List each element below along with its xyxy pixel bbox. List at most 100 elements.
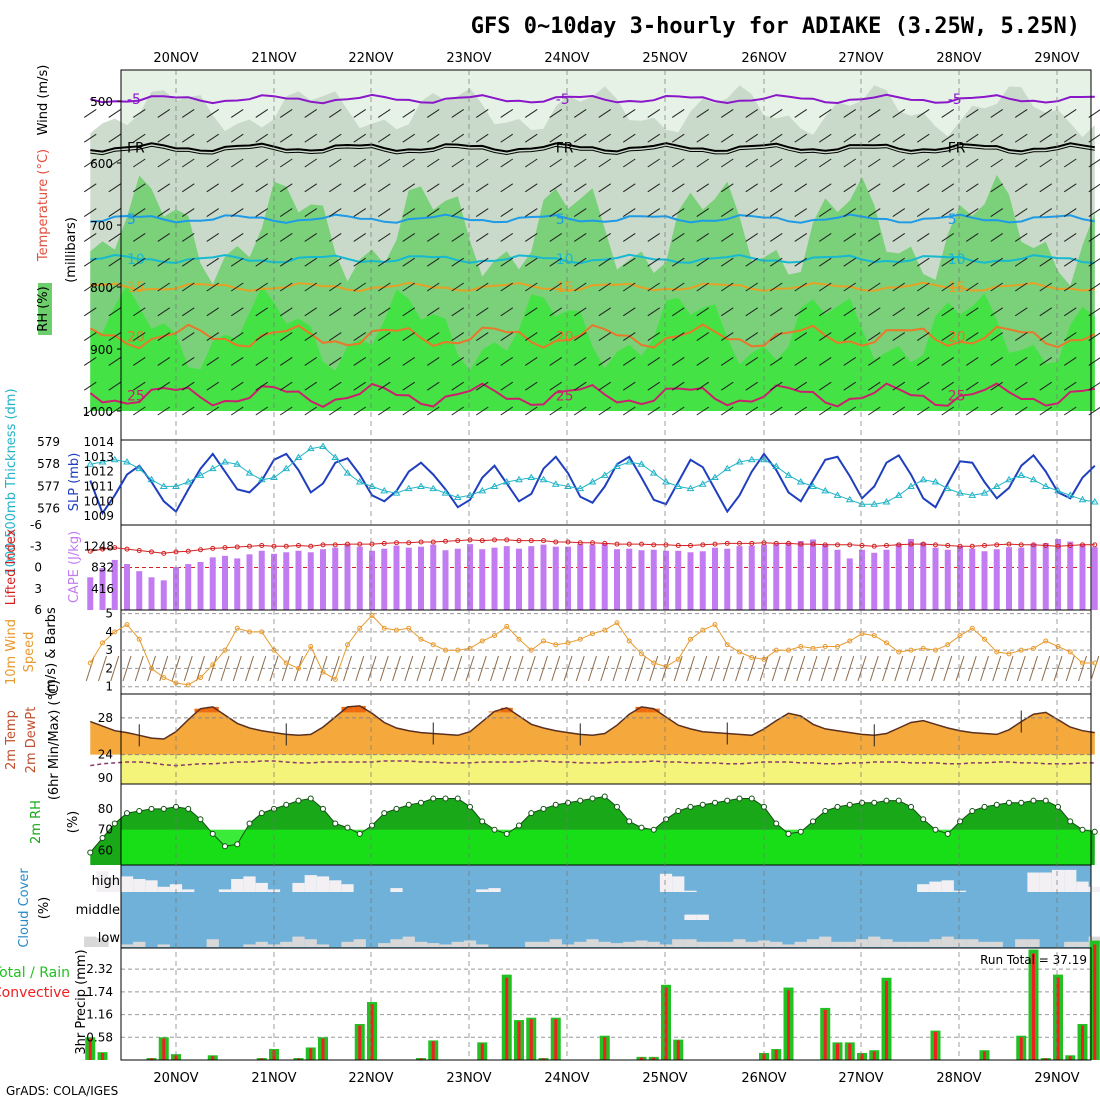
cloud-bar [1076,941,1089,947]
rh-swatch [38,283,52,335]
wind-barb [867,282,881,292]
wind-point [149,665,154,671]
wind-barb [916,232,930,242]
rh-point [822,808,829,814]
rh-point [785,830,792,837]
convective-bar [554,1019,558,1060]
top-date-label: 29NOV [1034,51,1079,66]
thickness-point [1078,495,1087,503]
wind-barb [475,332,489,342]
wind-barb [598,406,612,416]
wind-point [737,649,742,655]
convective-bar [1032,953,1035,1060]
wind-tick: 3 [105,643,113,657]
wind-barb [1014,133,1028,143]
wind-barb [1063,406,1077,416]
wind-barb [745,232,759,242]
precip-frame [120,947,1092,1061]
cape-bar [895,543,902,610]
convective-bar [321,1038,325,1060]
wind-barb [500,406,514,416]
wind-barb [549,381,563,391]
wind-barb [818,307,832,317]
rh-point [356,830,363,837]
wind-barb [475,158,489,168]
wind-barb [255,133,269,143]
wind-barb [304,158,318,168]
cloud-bar [1064,941,1077,947]
wind-point [381,625,387,631]
wind-barb [255,108,269,118]
cloud-bar [476,944,489,947]
li-point [565,539,571,545]
wind-point [455,647,461,653]
wind-barb [647,356,661,366]
wind-barb [451,282,465,292]
wind-barb [671,183,685,193]
cape-bar [369,550,375,610]
wind-barb [575,655,585,682]
cape-bar [442,550,449,610]
thickness-point [600,471,609,478]
cloud-bar [206,939,219,947]
wind-barb [892,133,906,143]
wind-barb [747,655,757,682]
wind-barb [941,183,955,193]
cape-bar [320,549,326,610]
wind-barb [451,133,465,143]
wind-barb [206,282,220,292]
rh-point [222,843,228,850]
convective-bar [774,1049,778,1060]
wind-barb [255,158,269,168]
wind-barb [475,257,489,267]
wind-barb [304,307,318,317]
wind-barb [955,655,965,682]
wind-barb [696,108,710,118]
cape-bar [307,552,314,610]
wind-barb [402,282,416,292]
wind-barb [83,307,97,317]
precip-tick: 1.74 [86,985,113,999]
wind-barb [671,257,685,267]
wind-barb [500,356,514,366]
contour-label: FR [127,141,145,157]
wind-barb [477,655,487,682]
thickness-point [711,473,719,481]
thickness-point [821,486,830,494]
li-point [234,544,240,550]
wind-point [541,638,546,644]
thickness-axis-label: 1000-500mb Thickness (dm) [4,388,19,575]
wind-barb [943,655,953,682]
wind-barb [769,108,783,118]
rh-point [295,797,302,804]
wind-barb [892,232,906,242]
wind-point [492,633,497,639]
wind-barb [965,307,979,317]
wind-barb [465,655,475,682]
wind-barb [524,381,538,391]
wind-barb [328,257,342,267]
rh-point [993,801,1000,808]
wind-barb [696,307,710,317]
wind-barb [671,307,685,317]
wind-barb [500,381,514,391]
cloud-bar [108,877,121,892]
wind-barb [990,257,1004,267]
li-point [663,542,669,548]
thickness-point [1066,491,1075,498]
wind-barb [818,332,832,342]
wind-barb [108,282,122,292]
wind-barb [83,282,97,292]
li-point [345,541,350,547]
wind-barb [377,183,391,193]
temp-label-2: 2m DewPt [24,707,39,774]
wind-barb [328,307,342,317]
cloud-bar [525,941,538,947]
temp-label-3: (6hr Min/Max) (°C) [47,680,62,800]
rh-point [1018,799,1025,806]
cloud-bar [868,936,881,947]
slp-axis-label: SLP (mb) [67,453,82,512]
wind-barb [402,183,416,193]
cloud-bar [96,937,109,947]
